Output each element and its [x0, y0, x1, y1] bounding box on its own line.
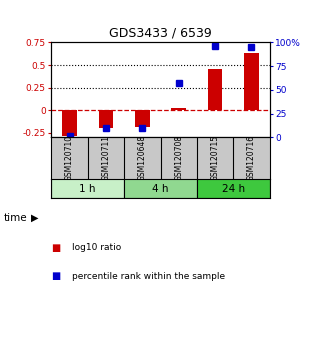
Text: GSM120715: GSM120715 — [211, 135, 220, 181]
Bar — [197, 179, 270, 198]
Bar — [124, 179, 197, 198]
Text: ■: ■ — [51, 243, 61, 253]
Text: 24 h: 24 h — [222, 184, 245, 194]
Text: percentile rank within the sample: percentile rank within the sample — [72, 272, 225, 281]
Title: GDS3433 / 6539: GDS3433 / 6539 — [109, 27, 212, 40]
Text: GSM120710: GSM120710 — [65, 135, 74, 181]
Text: time: time — [3, 213, 27, 223]
Text: GSM120716: GSM120716 — [247, 135, 256, 181]
Bar — [62, 110, 77, 136]
Text: GSM120711: GSM120711 — [101, 135, 110, 181]
Text: GSM120648: GSM120648 — [138, 135, 147, 181]
Text: log10 ratio: log10 ratio — [72, 243, 121, 252]
Bar — [171, 108, 186, 110]
Bar — [244, 53, 259, 110]
Text: GSM120708: GSM120708 — [174, 135, 183, 181]
Bar — [51, 179, 124, 198]
Bar — [99, 110, 113, 129]
Text: 4 h: 4 h — [152, 184, 169, 194]
Text: ■: ■ — [51, 271, 61, 281]
Text: 1 h: 1 h — [80, 184, 96, 194]
Bar — [208, 69, 222, 110]
Bar — [135, 110, 150, 127]
Text: ▶: ▶ — [30, 213, 38, 223]
